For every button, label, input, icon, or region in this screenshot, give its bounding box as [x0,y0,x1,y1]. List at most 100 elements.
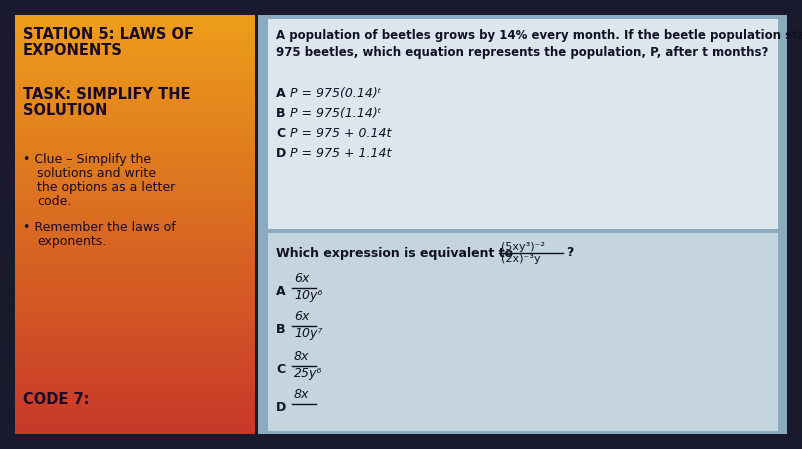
Text: EXPONENTS: EXPONENTS [23,43,123,58]
Bar [15,416,255,420]
Bar [15,409,255,413]
Bar [15,25,255,29]
Bar [15,371,255,374]
Bar [15,18,255,22]
Bar [15,35,255,40]
Bar [15,308,255,312]
Bar [15,130,255,134]
Text: (5xy³)⁻²: (5xy³)⁻² [501,242,545,252]
Bar [15,116,255,120]
Bar [15,91,255,95]
Bar [15,304,255,308]
Bar [15,172,255,176]
Text: Which expression is equivalent to: Which expression is equivalent to [276,247,513,260]
Bar [15,151,255,154]
Bar [15,245,255,249]
Text: CODE 7:: CODE 7: [23,392,90,407]
Text: C: C [276,127,286,140]
Bar [15,179,255,183]
Bar [15,95,255,99]
Bar [15,43,255,46]
Text: P = 975(0.14)ᵗ: P = 975(0.14)ᵗ [290,87,382,100]
Text: ?: ? [566,246,573,259]
Bar [15,388,255,392]
Bar [15,182,255,186]
Bar [15,353,255,357]
Bar [15,405,255,409]
Bar [15,280,255,284]
Bar [15,413,255,417]
Bar [15,381,255,385]
Bar [15,22,255,26]
Bar [15,214,255,217]
Bar [258,15,787,434]
Bar [15,84,255,88]
Bar [15,217,255,221]
Bar [15,228,255,232]
Bar [15,88,255,92]
Bar [15,53,255,57]
Text: the options as a letter: the options as a letter [37,181,176,194]
Bar [15,318,255,322]
Text: solutions and write: solutions and write [37,167,156,180]
Bar [15,430,255,434]
Bar [15,242,255,246]
Bar [15,357,255,361]
Bar [15,419,255,423]
Text: 6x: 6x [294,272,310,285]
Text: (2x)⁻³y: (2x)⁻³y [501,254,541,264]
Text: TASK: SIMPLIFY THE: TASK: SIMPLIFY THE [23,87,191,102]
Bar [15,119,255,123]
Bar [268,19,778,229]
Bar [15,161,255,165]
Bar [15,98,255,102]
Bar [15,346,255,350]
Bar [15,199,255,203]
Bar [15,220,255,224]
Text: SOLUTION: SOLUTION [23,103,107,118]
Bar [15,60,255,64]
Bar [15,294,255,298]
Bar [15,269,255,273]
Bar [15,136,255,141]
Bar [15,364,255,368]
Bar [15,126,255,130]
Bar [15,315,255,319]
Text: 10y⁷: 10y⁷ [294,327,322,340]
Text: • Remember the laws of: • Remember the laws of [23,221,176,234]
Bar [15,175,255,179]
Text: 6x: 6x [294,310,310,323]
Bar [15,158,255,162]
Bar [15,102,255,106]
Text: D: D [276,147,286,160]
Text: D: D [276,401,286,414]
Bar [15,360,255,364]
Bar [15,238,255,242]
Text: B: B [276,107,286,120]
Bar [15,109,255,113]
Bar [15,367,255,371]
Bar [15,343,255,347]
Bar [15,423,255,427]
Bar [15,252,255,256]
Text: STATION 5: LAWS OF: STATION 5: LAWS OF [23,27,194,42]
Bar [15,329,255,333]
Bar [15,210,255,214]
Bar [15,336,255,340]
Bar [268,233,778,431]
Text: exponents.: exponents. [37,235,106,248]
Bar [15,168,255,172]
Bar [15,297,255,301]
Bar [15,133,255,137]
Text: A: A [276,285,286,298]
Bar [15,39,255,43]
Bar [15,248,255,252]
Bar [15,234,255,238]
Bar [15,154,255,158]
Text: 25y⁶: 25y⁶ [294,367,322,380]
Bar [15,287,255,291]
Bar [15,147,255,151]
Bar [15,196,255,200]
Bar [15,266,255,270]
Text: code.: code. [37,195,71,208]
